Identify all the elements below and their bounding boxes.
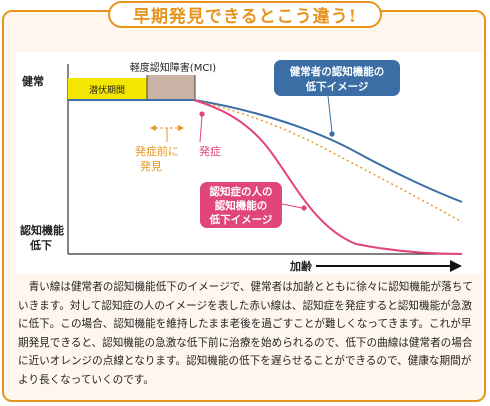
healthy-callout-pointer [327,95,333,133]
pre-onset-arrow-right [178,125,184,131]
healthy-callout-line1: 健常者の認知機能の [290,65,385,78]
pre-onset-label-line1: 発症前に [135,144,179,158]
latent-period-box [68,78,147,100]
dementia-callout-line3: 低下イメージ [209,213,273,226]
dementia-decline-curve [193,99,463,255]
healthy-callout-line2: 低下イメージ [305,80,369,93]
latent-period-label: 潜伏期間 [89,84,125,96]
early-detection-curve [193,99,463,223]
dementia-callout-line1: 認知症の人の [210,185,273,198]
mci-label-bg [116,60,226,75]
dementia-callout-pointer [281,203,303,209]
onset-point [199,111,205,117]
healthy-decline-curve [68,99,463,203]
mci-box [146,73,196,101]
dementia-callout-line2: 認知機能の [215,199,268,212]
pre-onset-label-line2: 発見 [140,159,162,173]
onset-label: 発症 [199,144,221,158]
aging-arrow-head [450,260,462,272]
explanation-text: 青い線は健常者の認知機能低下のイメージで、健常者は加齢とともに徐々に認知機能が落… [18,281,473,386]
diagram-area: 健常 認知機能 低下 加齢 潜伏期間 軽度認知障害(MCI) [16,52,482,274]
x-axis-label: 加齢 [289,259,313,273]
dementia-pointer-dot [301,205,307,211]
dementia-callout [200,182,282,228]
y-bottom-label-line1: 認知機能 [20,223,64,237]
content-frame: 健常 認知機能 低下 加齢 潜伏期間 軽度認知障害(MCI) [2,10,486,402]
healthy-pointer-dot [329,131,335,137]
onset-pointer [199,115,203,143]
page-title: 早期発見できるとこう違う! [108,1,382,28]
y-top-label: 健常 [22,74,44,88]
healthy-callout [274,60,400,96]
y-bottom-label-line2: 低下 [29,238,52,252]
mci-label: 軽度認知障害(MCI) [130,61,216,74]
cognitive-decline-diagram: 健常 認知機能 低下 加齢 潜伏期間 軽度認知障害(MCI) [20,60,463,273]
pre-onset-arrow-left [150,125,156,131]
